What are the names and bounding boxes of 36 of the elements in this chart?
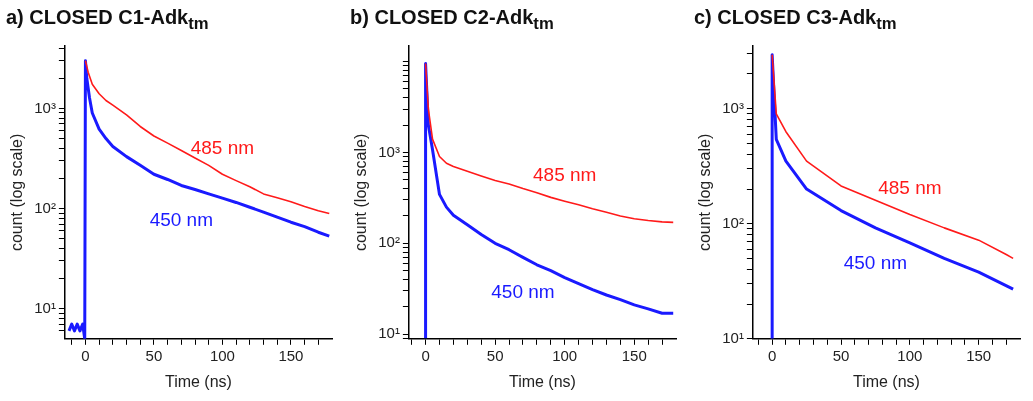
x-axis-title: Time (ns) xyxy=(508,372,576,390)
x-axis-title: Time (ns) xyxy=(164,372,232,390)
chart-title: a) CLOSED C1-Adk$_{tm}$ xyxy=(6,6,209,34)
x-tick-label: 100 xyxy=(897,346,923,364)
x-tick-label: 100 xyxy=(209,346,235,364)
x-tick-label: 0 xyxy=(421,346,430,364)
series-label: 485 nm xyxy=(878,177,942,199)
y-tick-label: 10³ xyxy=(378,142,400,160)
x-axis-title: Time (ns) xyxy=(852,372,920,390)
series-label: 450 nm xyxy=(843,251,908,273)
y-tick-label: 10¹ xyxy=(722,328,744,346)
y-tick-label: 10² xyxy=(34,198,56,216)
y-axis-title: count (log scale) xyxy=(696,133,714,252)
x-tick-label: 150 xyxy=(278,346,304,364)
x-tick-label: 100 xyxy=(552,346,578,364)
y-tick-label: 10¹ xyxy=(34,298,56,316)
series-label: 450 nm xyxy=(149,209,213,231)
chart-title: b) CLOSED C2-Adk$_{tm}$ xyxy=(350,6,554,34)
series-label: 485 nm xyxy=(190,136,255,158)
x-tick-label: 150 xyxy=(966,346,992,364)
x-tick-label: 0 xyxy=(81,346,90,364)
y-tick-label: 10³ xyxy=(34,98,56,116)
x-tick-label: 0 xyxy=(767,346,777,364)
y-tick-label: 10¹ xyxy=(378,324,400,342)
series-label: 450 nm xyxy=(491,281,555,303)
x-tick-label: 50 xyxy=(832,346,850,364)
x-tick-label: 150 xyxy=(621,346,647,364)
y-axis-title: count (log scale) xyxy=(352,133,370,252)
y-axis-title: count (log scale) xyxy=(8,133,26,252)
x-tick-label: 50 xyxy=(486,346,504,364)
chart-title: c) CLOSED C3-Adk$_{tm}$ xyxy=(694,6,897,34)
series-label: 485 nm xyxy=(533,163,597,185)
y-tick-label: 10² xyxy=(378,233,400,251)
y-tick-label: 10² xyxy=(722,213,744,231)
y-tick-label: 10³ xyxy=(722,98,744,116)
x-tick-label: 50 xyxy=(145,346,163,364)
